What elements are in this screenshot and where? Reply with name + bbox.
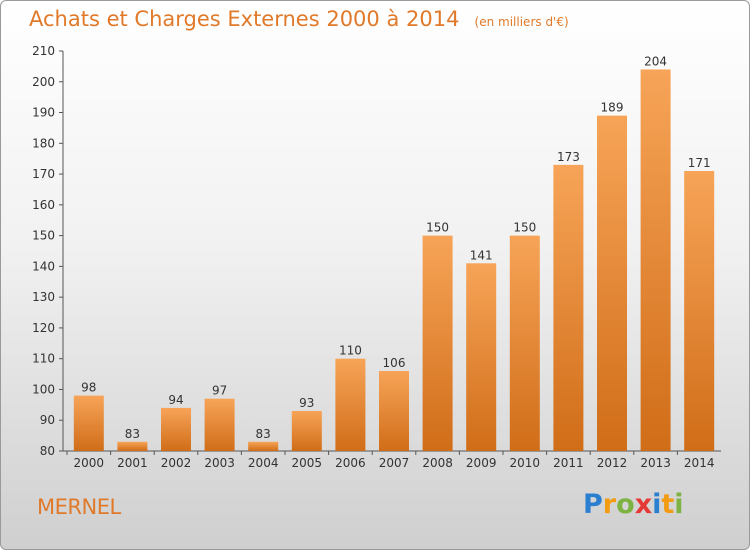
- proxiti-logo: Proxiti: [583, 489, 684, 520]
- x-tick-label: 2010: [510, 456, 541, 470]
- data-label: 150: [426, 221, 449, 235]
- y-tick-label: 210: [32, 44, 55, 58]
- bar: [466, 263, 497, 451]
- x-tick-label: 2000: [74, 456, 105, 470]
- bar: [422, 235, 453, 451]
- data-label: 106: [383, 356, 406, 370]
- bar: [684, 171, 715, 451]
- x-tick-label: 2003: [204, 456, 235, 470]
- labels: 98 2000 83 2001 94 2002 97 2003 83 2004 93 2005 110 2…: [74, 54, 715, 470]
- data-label: 83: [256, 427, 271, 441]
- bar: [379, 371, 409, 451]
- logo-letter: t: [661, 489, 675, 520]
- x-tick-label: 2014: [684, 456, 715, 470]
- y-tick-label: 130: [32, 290, 55, 304]
- y-tick-label: 170: [32, 167, 55, 181]
- y-tick-label: 80: [40, 444, 55, 458]
- data-label: 110: [339, 344, 362, 358]
- x-tick-label: 2002: [161, 456, 192, 470]
- bar: [248, 441, 279, 451]
- data-label: 141: [470, 248, 493, 262]
- bar: [161, 407, 191, 451]
- bar: [73, 395, 104, 451]
- logo-letter: o: [616, 489, 635, 520]
- bar: [291, 411, 322, 451]
- data-label: 171: [688, 156, 711, 170]
- y-tick-label: 140: [32, 259, 55, 273]
- bar: [597, 115, 627, 451]
- logo-letter: x: [634, 489, 653, 520]
- data-label: 204: [644, 54, 667, 68]
- y-tick-label: 150: [32, 229, 55, 243]
- bar: [335, 358, 366, 451]
- chart-subtitle: (en milliers d'€): [474, 15, 569, 29]
- bar: [553, 164, 584, 451]
- bar: [640, 69, 671, 451]
- y-tick-label: 160: [32, 198, 55, 212]
- data-label: 94: [168, 393, 183, 407]
- town-name: MERNEL: [37, 495, 121, 519]
- bars: [73, 69, 715, 451]
- data-label: 98: [81, 381, 96, 395]
- y-tick-label: 120: [32, 321, 55, 335]
- data-label: 189: [601, 101, 624, 115]
- x-tick-label: 2006: [335, 456, 366, 470]
- y-tick-label: 90: [40, 413, 55, 427]
- data-label: 173: [557, 150, 580, 164]
- x-tick-label: 2008: [422, 456, 453, 470]
- title-block: Achats et Charges Externes 2000 à 2014 (…: [29, 7, 569, 31]
- axes: 80 90 100 110 120 130 140 150 160 170 180 190 200 210: [32, 44, 721, 458]
- y-tick-label: 110: [32, 352, 55, 366]
- chart-title: Achats et Charges Externes 2000 à 2014: [29, 7, 460, 31]
- logo-letter: i: [652, 489, 662, 520]
- x-tick-label: 2012: [597, 456, 628, 470]
- y-tick-label: 190: [32, 106, 55, 120]
- y-tick-label: 200: [32, 75, 55, 89]
- x-tick-label: 2001: [117, 456, 148, 470]
- y-tick-label: 100: [32, 382, 55, 396]
- logo-letter: i: [674, 489, 684, 520]
- x-tick-label: 2007: [379, 456, 410, 470]
- logo-letter: P: [583, 489, 603, 520]
- data-label: 93: [299, 396, 314, 410]
- bar: [204, 398, 235, 451]
- x-tick-label: 2004: [248, 456, 279, 470]
- y-tick-label: 180: [32, 136, 55, 150]
- x-tick-label: 2013: [640, 456, 671, 470]
- x-tick-label: 2009: [466, 456, 497, 470]
- x-tick-label: 2005: [292, 456, 323, 470]
- bar: [117, 441, 148, 451]
- data-label: 83: [125, 427, 140, 441]
- x-tick-label: 2011: [553, 456, 584, 470]
- data-label: 97: [212, 384, 227, 398]
- data-label: 150: [513, 221, 536, 235]
- logo-letter: r: [602, 489, 617, 520]
- bar: [509, 235, 540, 451]
